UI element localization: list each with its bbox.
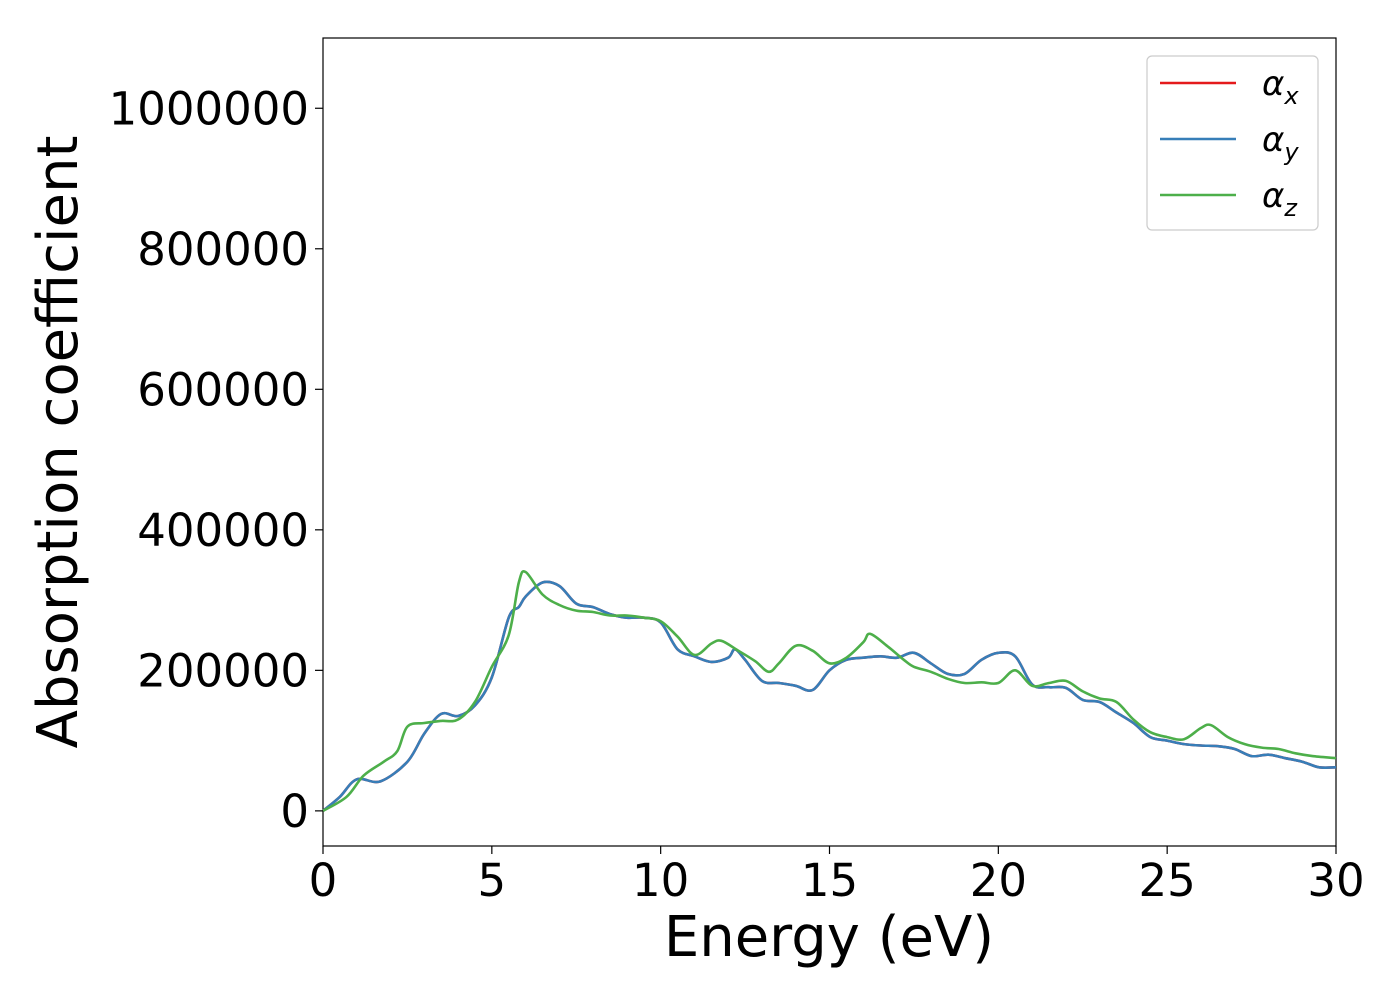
legend-symbol: α [1262, 64, 1284, 104]
legend-label-y: αy [1262, 120, 1299, 166]
legend-label-x: αx [1262, 64, 1299, 110]
y-axis-title: Absorption coefficient [26, 136, 91, 749]
y-tick-label: 200000 [137, 644, 309, 697]
x-tick-label: 25 [1139, 854, 1196, 907]
y-axis-ticks: 0 200000 400000 600000 800000 1000000 [109, 82, 323, 838]
x-axis-ticks: 0 5 10 15 20 25 30 [309, 846, 1365, 907]
series-line-y [322, 580, 1337, 812]
y-tick-label: 600000 [137, 363, 309, 416]
series-line-z [322, 570, 1337, 813]
x-tick-label: 10 [632, 854, 689, 907]
y-tick-label: 800000 [137, 223, 309, 276]
y-tick-label: 0 [280, 785, 309, 838]
legend-label-z: αz [1262, 176, 1298, 222]
legend-box [1146, 55, 1319, 231]
x-tick-label: 0 [309, 854, 338, 907]
legend-symbol: α [1262, 120, 1284, 160]
legend-subscript: x [1283, 82, 1299, 110]
legend-symbol: α [1262, 176, 1284, 216]
y-tick-label: 400000 [137, 504, 309, 557]
x-axis-title: Energy (eV) [664, 905, 994, 970]
x-tick-label: 30 [1307, 854, 1364, 907]
x-tick-label: 20 [970, 854, 1027, 907]
series-line-x [322, 580, 1337, 812]
x-tick-label: 15 [801, 854, 858, 907]
x-tick-label: 5 [478, 854, 507, 907]
series-layer [322, 570, 1337, 813]
legend-subscript: y [1283, 138, 1299, 166]
legend-subscript: z [1283, 194, 1298, 222]
y-tick-label: 1000000 [109, 82, 309, 135]
